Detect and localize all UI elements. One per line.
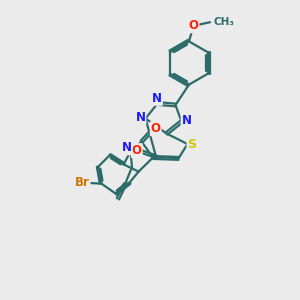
Text: O: O xyxy=(188,19,199,32)
Text: O: O xyxy=(151,122,161,135)
Text: O: O xyxy=(132,144,142,157)
Text: CH₃: CH₃ xyxy=(213,17,234,27)
Text: N: N xyxy=(182,114,192,128)
Text: Br: Br xyxy=(75,176,90,190)
Text: N: N xyxy=(122,141,132,154)
Text: N: N xyxy=(152,92,162,105)
Text: N: N xyxy=(135,111,146,124)
Text: S: S xyxy=(188,137,196,151)
